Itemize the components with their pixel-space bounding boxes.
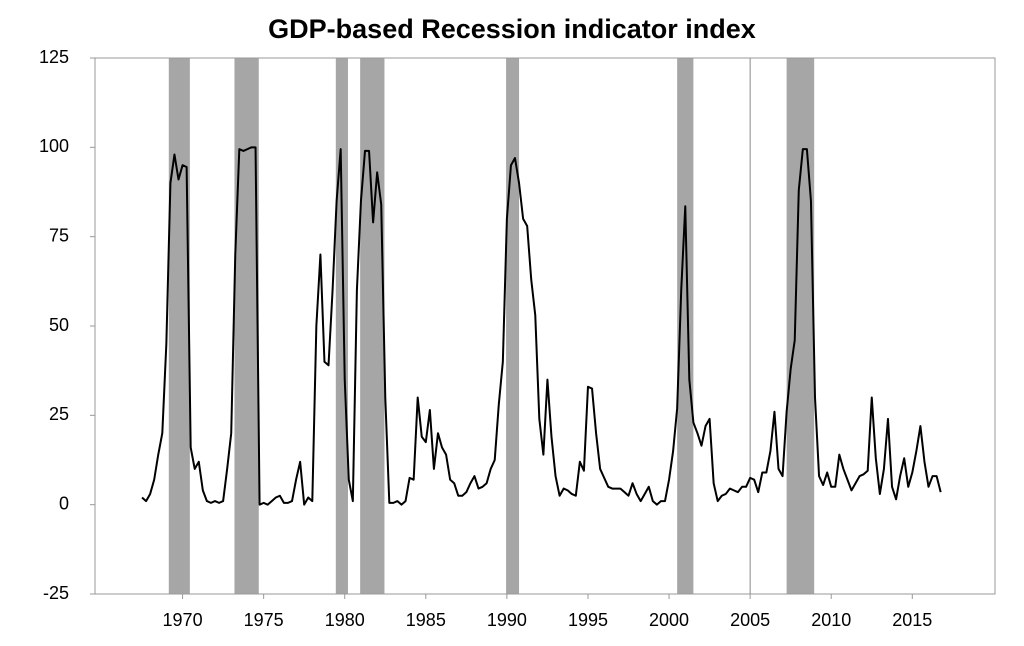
x-tick-label: 2000 <box>649 610 689 630</box>
y-tick-label: 125 <box>39 47 69 67</box>
recession-band <box>360 58 385 594</box>
y-tick-label: 25 <box>49 404 69 424</box>
y-tick-label: -25 <box>43 583 69 603</box>
x-tick-label: 1990 <box>487 610 527 630</box>
recession-band <box>234 58 259 594</box>
y-tick-label: 50 <box>49 315 69 335</box>
x-tick-label: 1980 <box>325 610 365 630</box>
x-tick-label: 2010 <box>811 610 851 630</box>
recession-band <box>786 58 815 594</box>
x-tick-label: 1995 <box>568 610 608 630</box>
recession-band <box>677 58 694 594</box>
recession-band <box>506 58 520 594</box>
x-tick-label: 1985 <box>406 610 446 630</box>
plot-frame <box>94 57 996 595</box>
x-tick-label: 2005 <box>730 610 770 630</box>
y-tick-label: 100 <box>39 136 69 156</box>
x-tick-label: 2015 <box>892 610 932 630</box>
recession-band <box>335 58 348 594</box>
y-tick-label: 75 <box>49 225 69 245</box>
x-tick-label: 1975 <box>244 610 284 630</box>
x-tick-label: 1970 <box>163 610 203 630</box>
data-line <box>141 146 942 506</box>
y-tick-label: 0 <box>59 493 69 513</box>
chart-title: GDP-based Recession indicator index <box>268 14 756 44</box>
recession-band <box>168 58 190 594</box>
